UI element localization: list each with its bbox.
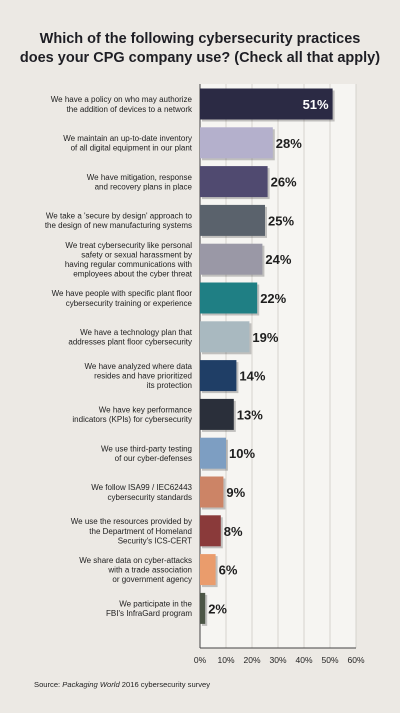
category-label-line: We use third-party testing xyxy=(101,444,192,453)
value-label: 9% xyxy=(226,485,245,500)
value-label: 14% xyxy=(239,369,265,384)
category-label-line: addresses plant floor cybersecurity xyxy=(68,338,192,347)
category-label-line: FBI's InfraGard program xyxy=(106,609,192,618)
category-label: We have key performance indicators (KPIs)… xyxy=(72,406,192,425)
category-label: We use third-party testing of our cyber-d… xyxy=(101,444,192,463)
category-label: We share data on cyber-attacks with a tra… xyxy=(79,556,192,584)
value-label: 25% xyxy=(268,213,294,228)
category-label-line: of all digital equipment in our plant xyxy=(71,144,193,153)
category-label-line: We participate in the xyxy=(119,600,192,609)
x-tick-label: 40% xyxy=(295,655,312,665)
category-label: We participate in the FBI's InfraGard pro… xyxy=(106,600,193,619)
category-label-line: its protection xyxy=(147,381,192,390)
category-label: We have a policy on who may authorize the… xyxy=(51,95,193,114)
category-label-line: We share data on cyber-attacks xyxy=(79,556,192,565)
chart-title-line-2: does your CPG company use? (Check all th… xyxy=(19,50,381,66)
source-prefix: Source: xyxy=(34,680,63,689)
bar xyxy=(200,243,263,275)
category-label-line: of our cyber-defenses xyxy=(115,454,192,463)
category-label: We take a 'secure by design' approach to… xyxy=(45,212,193,231)
value-label: 13% xyxy=(237,407,263,422)
category-label-line: indicators (KPIs) for cybersecurity xyxy=(72,415,192,424)
category-label: We use the resources provided by the Depa… xyxy=(71,517,192,545)
category-label-line: having regular communications with xyxy=(65,260,192,269)
x-tick-label: 30% xyxy=(269,655,286,665)
value-label: 51% xyxy=(303,97,329,112)
category-label-line: cybersecurity training or experience xyxy=(66,299,193,308)
bar xyxy=(200,166,268,198)
value-label: 26% xyxy=(271,175,297,190)
category-label-line: and recovery plans in place xyxy=(95,182,193,191)
value-label: 10% xyxy=(229,446,255,461)
x-tick-label: 20% xyxy=(243,655,260,665)
category-label-line: We treat cybersecurity like personal xyxy=(65,241,192,250)
category-label: We treat cybersecurity like personal safe… xyxy=(65,241,193,279)
bar xyxy=(200,592,206,624)
value-label: 22% xyxy=(260,291,286,306)
category-label-line: the addition of devices to a network xyxy=(67,105,193,114)
chart-title: Which of the following cybersecurity pra… xyxy=(0,30,400,68)
category-label-line: We have mitigation, response xyxy=(87,173,193,182)
category-label-line: We have a technology plan that xyxy=(80,328,193,337)
category-label-line: We have analyzed where data xyxy=(85,362,193,371)
bar xyxy=(200,515,221,547)
bar xyxy=(200,476,224,508)
source-suffix: 2016 cybersecurity survey xyxy=(119,680,211,689)
source-note: Source: Packaging World 2016 cybersecuri… xyxy=(34,680,210,689)
value-label: 19% xyxy=(252,330,278,345)
category-label-line: We have people with specific plant floor xyxy=(52,289,193,298)
category-label-line: cybersecurity standards xyxy=(108,493,192,502)
category-label-line: We have key performance xyxy=(99,406,193,415)
category-label: We have mitigation, response and recovery… xyxy=(87,173,193,192)
x-tick-label: 0% xyxy=(194,655,207,665)
bar xyxy=(200,127,273,159)
category-label-line: resides and have prioritized xyxy=(94,372,192,381)
x-tick-label: 60% xyxy=(347,655,364,665)
category-label-line: We follow ISA99 / IEC62443 xyxy=(91,483,192,492)
category-label-line: with a trade association xyxy=(107,566,192,575)
bar xyxy=(200,204,265,236)
category-label-line: We use the resources provided by xyxy=(71,517,192,526)
category-label: We maintain an up-to-date inventory of al… xyxy=(63,134,193,153)
x-tick-label: 50% xyxy=(321,655,338,665)
x-tick-label: 10% xyxy=(217,655,234,665)
category-label-line: safety or sexual harassment by xyxy=(81,250,192,259)
source-publication: Packaging World xyxy=(62,680,120,689)
bar xyxy=(200,88,333,120)
bar xyxy=(200,398,234,430)
chart-title-line-1: Which of the following cybersecurity pra… xyxy=(39,31,361,47)
bar xyxy=(200,360,237,392)
category-label: We have analyzed where data resides and h… xyxy=(85,362,193,390)
value-label: 2% xyxy=(208,601,227,616)
category-label: We follow ISA99 / IEC62443 cybersecurity … xyxy=(91,483,192,502)
value-label: 28% xyxy=(276,136,302,151)
value-label: 8% xyxy=(224,524,243,539)
category-label-line: employees about the cyber threat xyxy=(73,270,193,279)
value-label: 6% xyxy=(219,563,238,578)
value-label: 24% xyxy=(265,252,291,267)
bar xyxy=(200,321,250,353)
bar xyxy=(200,554,216,586)
category-label-line: Security's ICS-CERT xyxy=(118,536,192,545)
category-label-line: We take a 'secure by design' approach to xyxy=(46,212,193,221)
category-label-line: We maintain an up-to-date inventory xyxy=(63,134,192,143)
category-label-line: We have a policy on who may authorize xyxy=(51,95,193,104)
category-label-line: the design of new manufacturing systems xyxy=(45,221,192,230)
category-label: We have people with specific plant floor… xyxy=(52,289,193,308)
category-label-line: the Department of Homeland xyxy=(89,527,192,536)
category-label: We have a technology plan that addresses … xyxy=(68,328,192,347)
category-label-line: or government agency xyxy=(112,575,192,584)
bar xyxy=(200,282,258,314)
bar xyxy=(200,437,226,469)
